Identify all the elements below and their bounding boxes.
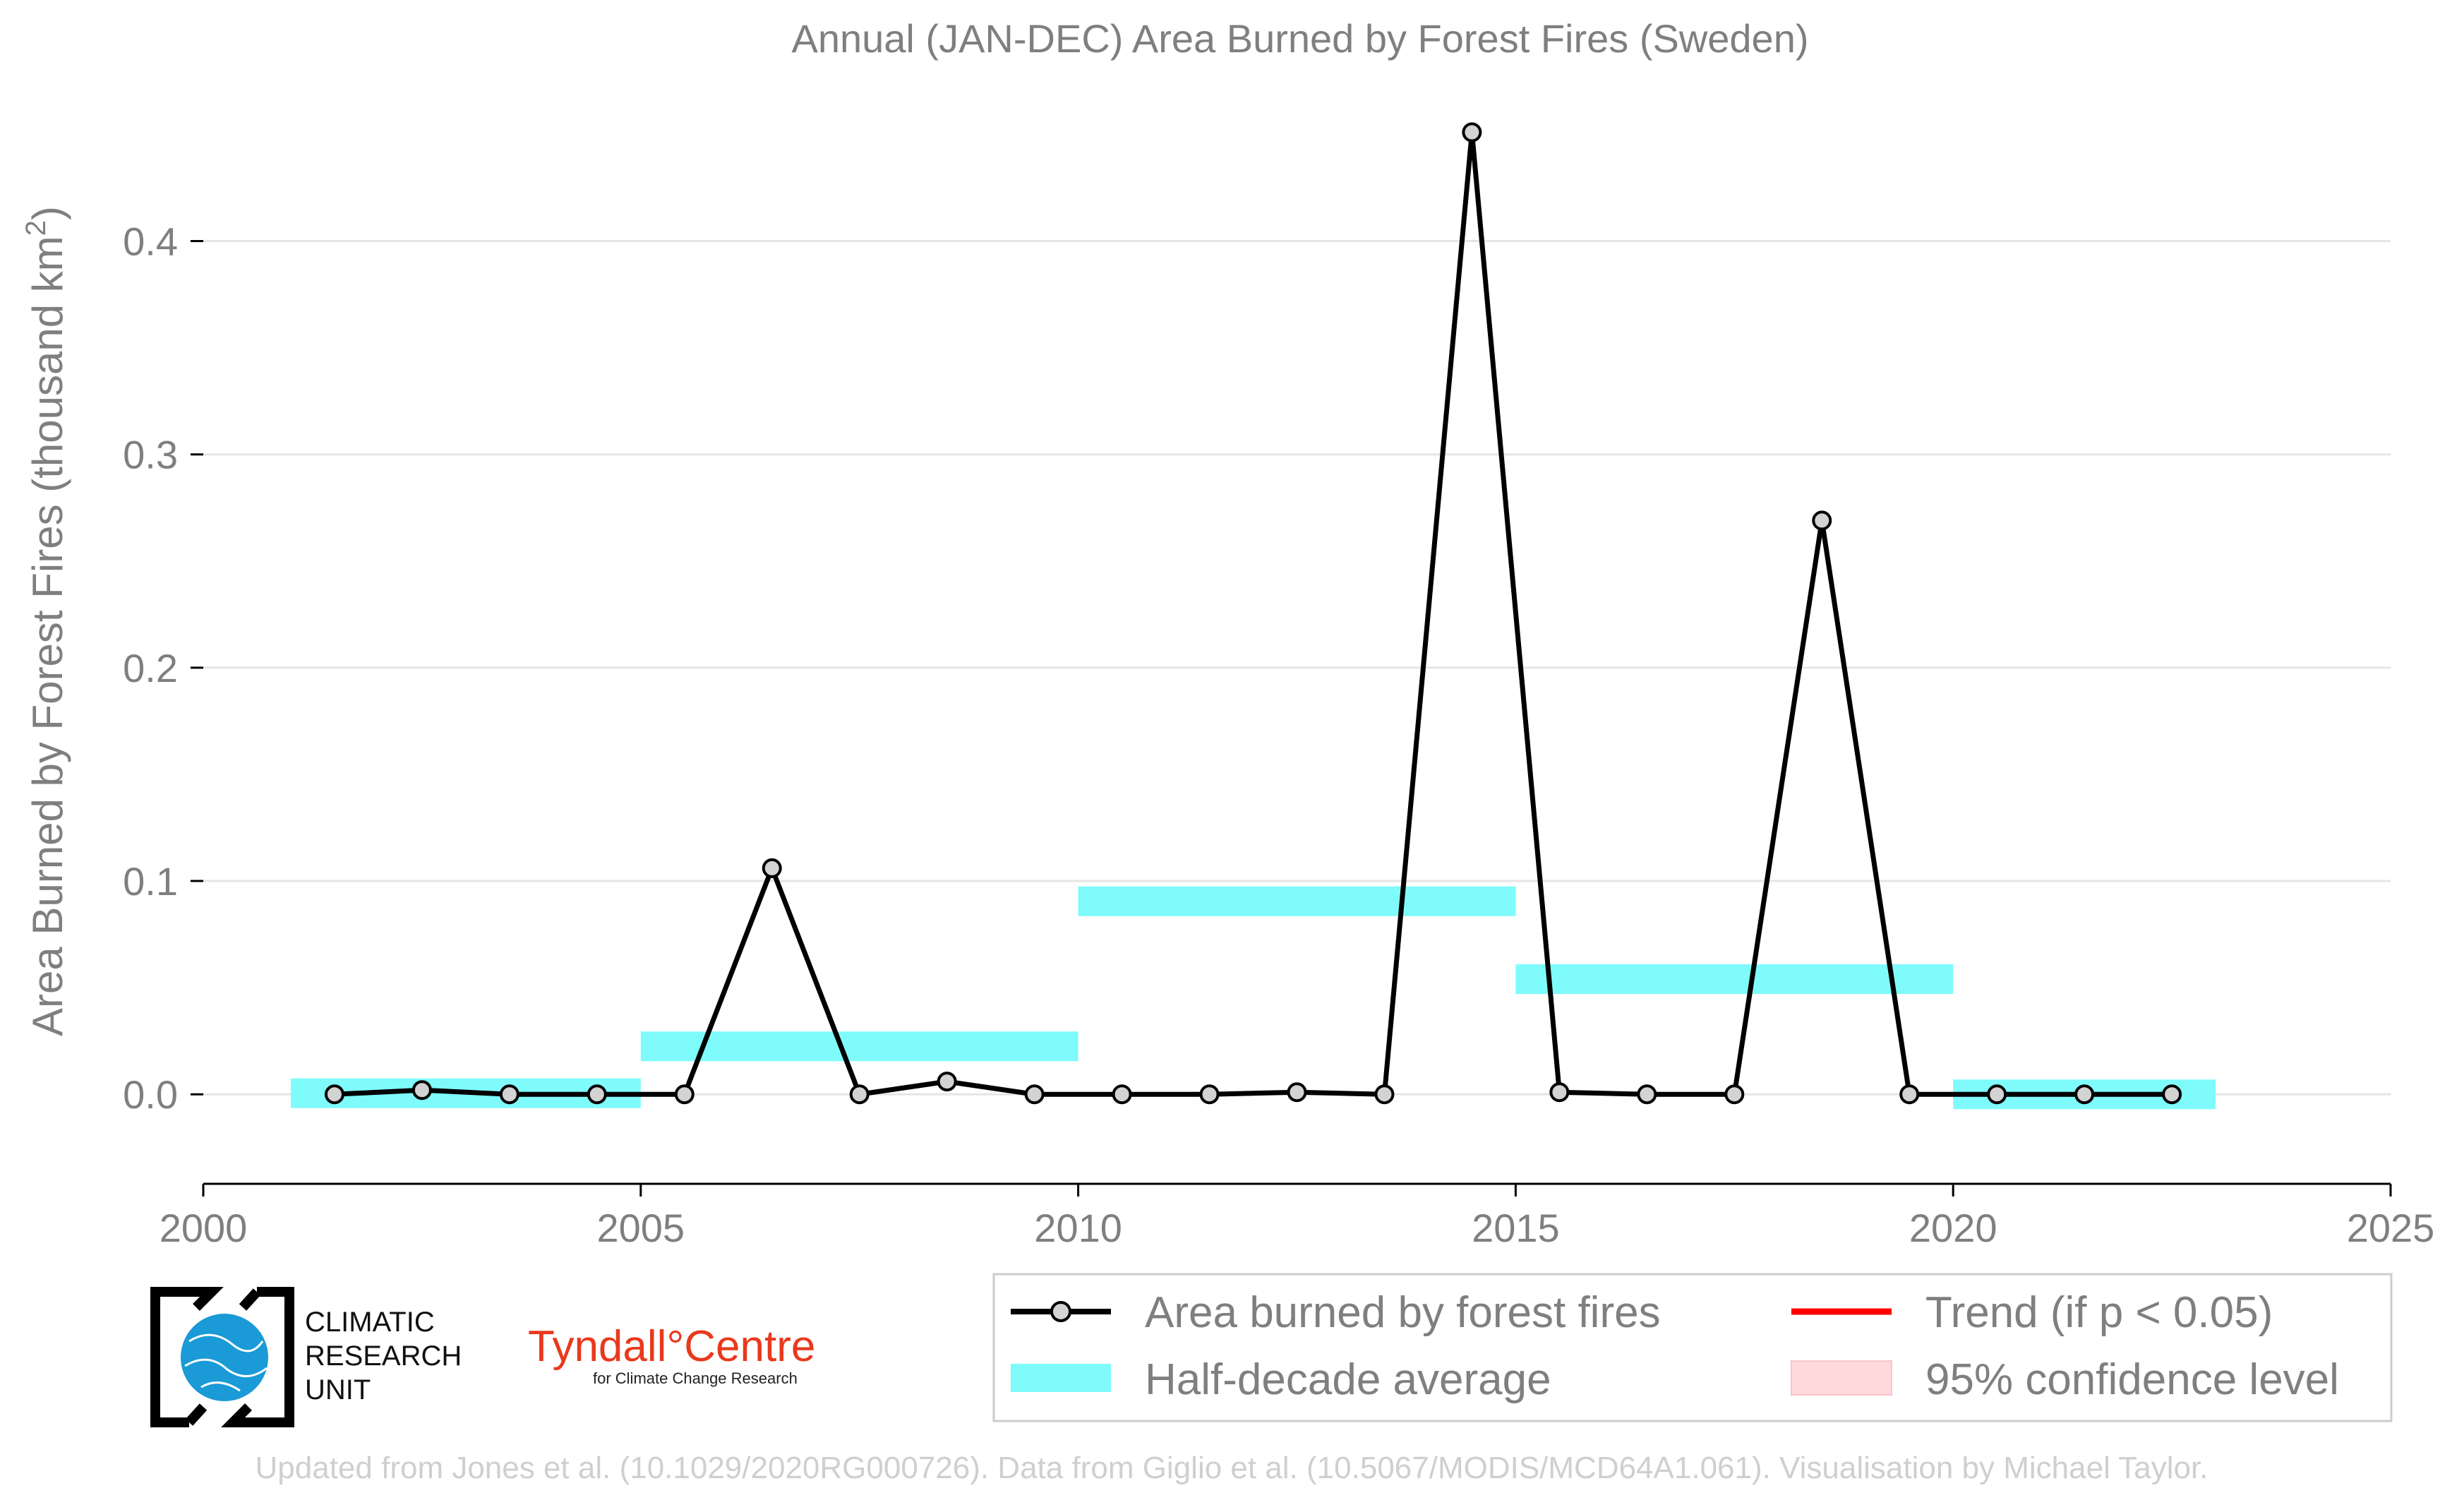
- tyndall-logo-main: Tyndall°Centre: [528, 1322, 815, 1371]
- cru-logo-line-2: RESEARCH: [305, 1341, 462, 1372]
- x-tick-label: 2015: [1472, 1206, 1560, 1250]
- cru-logo: CLIMATIC RESEARCH UNIT: [150, 1287, 462, 1427]
- data-point: [1462, 122, 1482, 143]
- data-point: [1549, 1082, 1570, 1103]
- x-tick-label: 2005: [597, 1206, 685, 1250]
- legend-confidence-swatch: [1791, 1360, 1892, 1396]
- x-tick-label: 2020: [1909, 1206, 1997, 1250]
- legend-item-area-burned: Area burned by forest fires: [1011, 1288, 1661, 1337]
- y-axis-label-superscript: 2: [20, 220, 52, 236]
- legend-item-confidence: 95% confidence level: [1791, 1355, 2339, 1404]
- y-axis-label: Area Burned by Forest Fires (thousand km…: [20, 206, 71, 1036]
- data-point: [1637, 1084, 1657, 1105]
- y-tick-label: 0.4: [123, 220, 178, 264]
- globe-contours-icon: [184, 1333, 268, 1392]
- data-point: [1199, 1084, 1220, 1105]
- y-axis-label-close: ): [24, 206, 71, 220]
- legend-item-half-decade: Half-decade average: [1011, 1355, 1551, 1404]
- x-tick-label: 2000: [160, 1206, 248, 1250]
- data-point: [1812, 510, 1832, 531]
- legend-half-decade-swatch: [1011, 1364, 1111, 1392]
- data-point: [2074, 1084, 2095, 1105]
- y-tick-label: 0.3: [123, 433, 178, 477]
- tyndall-logo: Tyndall°Centre for Climate Change Resear…: [528, 1322, 815, 1387]
- data-point: [499, 1084, 519, 1105]
- half-decade-bar: [1078, 886, 1516, 916]
- half-decade-bar: [1515, 964, 1954, 995]
- data-point: [1899, 1084, 1920, 1105]
- tyndall-logo-sub: for Climate Change Research: [593, 1369, 798, 1387]
- cru-logo-line-3: UNIT: [305, 1374, 371, 1405]
- x-tick-label: 2025: [2347, 1206, 2435, 1250]
- data-point: [587, 1084, 607, 1105]
- series-line-path: [334, 129, 2172, 1097]
- legend-label: Half-decade average: [1145, 1355, 1551, 1404]
- cru-logo-line-1: CLIMATIC: [305, 1307, 435, 1338]
- legend-marker-swatch: [1050, 1301, 1071, 1322]
- half-decade-bar: [640, 1031, 1078, 1062]
- x-tick-label: 2010: [1034, 1206, 1122, 1250]
- cru-logo-frame-icon: [150, 1287, 294, 1427]
- legend-label: Trend (if p < 0.05): [1925, 1288, 2273, 1337]
- legend-box: [992, 1273, 2393, 1422]
- data-point: [2162, 1084, 2182, 1105]
- legend: Area burned by forest fires Trend (if p …: [992, 1273, 2393, 1422]
- data-point: [411, 1080, 432, 1101]
- globe-icon: [181, 1314, 268, 1401]
- data-point: [1987, 1084, 2007, 1105]
- cru-logo-frame-top-icon: [155, 1287, 289, 1427]
- y-tick-label: 0.1: [123, 859, 178, 904]
- legend-label: Area burned by forest fires: [1145, 1288, 1661, 1337]
- data-point: [1024, 1084, 1045, 1105]
- data-point: [324, 1084, 344, 1105]
- chart-title: Annual (JAN-DEC) Area Burned by Forest F…: [792, 16, 1809, 61]
- data-point: [1112, 1084, 1132, 1105]
- legend-item-trend: Trend (if p < 0.05): [1791, 1288, 2273, 1337]
- data-point: [849, 1084, 870, 1105]
- x-axis: 2000 2005 2010 2015 2020 2025: [160, 1182, 2435, 1250]
- legend-label: 95% confidence level: [1925, 1355, 2339, 1404]
- data-point: [674, 1084, 695, 1105]
- data-point: [762, 858, 782, 878]
- grid: [203, 240, 2391, 1096]
- data-point: [1724, 1084, 1745, 1105]
- y-tick-label: 0.2: [123, 646, 178, 690]
- half-decade-bars: [290, 886, 2216, 1110]
- credit-line: Updated from Jones et al. (10.1029/2020R…: [256, 1451, 2208, 1485]
- y-tick-labels: 0.0 0.1 0.2 0.3 0.4: [123, 220, 203, 1117]
- y-tick-label: 0.0: [123, 1072, 178, 1117]
- data-point: [937, 1072, 957, 1092]
- data-point: [1287, 1082, 1307, 1103]
- data-point: [1374, 1084, 1395, 1105]
- series-line: [324, 122, 2182, 1105]
